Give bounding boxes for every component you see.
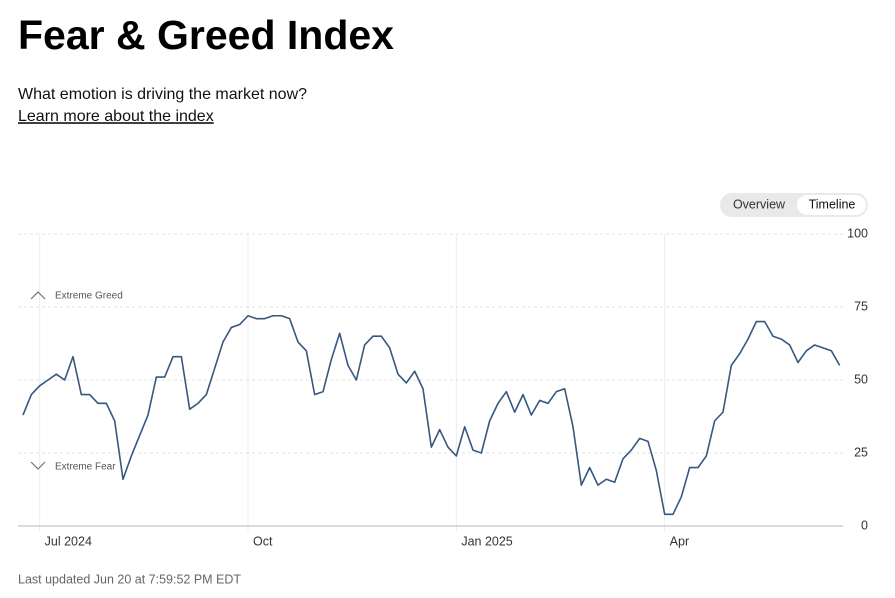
page-title: Fear & Greed Index: [18, 12, 394, 58]
index-line: [22, 314, 841, 516]
x-tick-label: Jan 2025: [461, 534, 512, 548]
overview-button[interactable]: Overview: [733, 197, 786, 211]
y-tick-label: 50: [854, 372, 868, 386]
y-tick-label: 100: [847, 226, 868, 240]
annotation-arrow: [30, 461, 46, 470]
y-tick-label: 0: [861, 518, 868, 532]
y-tick-label: 25: [854, 445, 868, 459]
active-pill: [797, 195, 866, 215]
annotation-label: Extreme Greed: [55, 291, 123, 302]
timeline-button[interactable]: Timeline: [809, 197, 856, 211]
last-updated: Last updated Jun 20 at 7:59:52 PM EDT: [18, 572, 241, 586]
x-tick-label: Apr: [670, 534, 689, 548]
x-tick-label: Jul 2024: [45, 534, 92, 548]
annotation-label: Extreme Fear: [55, 462, 116, 473]
subtitle: What emotion is driving the market now?: [18, 86, 307, 103]
x-tick-label: Oct: [253, 534, 273, 548]
annotation-arrow: [30, 291, 46, 300]
y-tick-label: 75: [854, 299, 868, 313]
learn-more-link[interactable]: Learn more about the index: [18, 108, 214, 125]
